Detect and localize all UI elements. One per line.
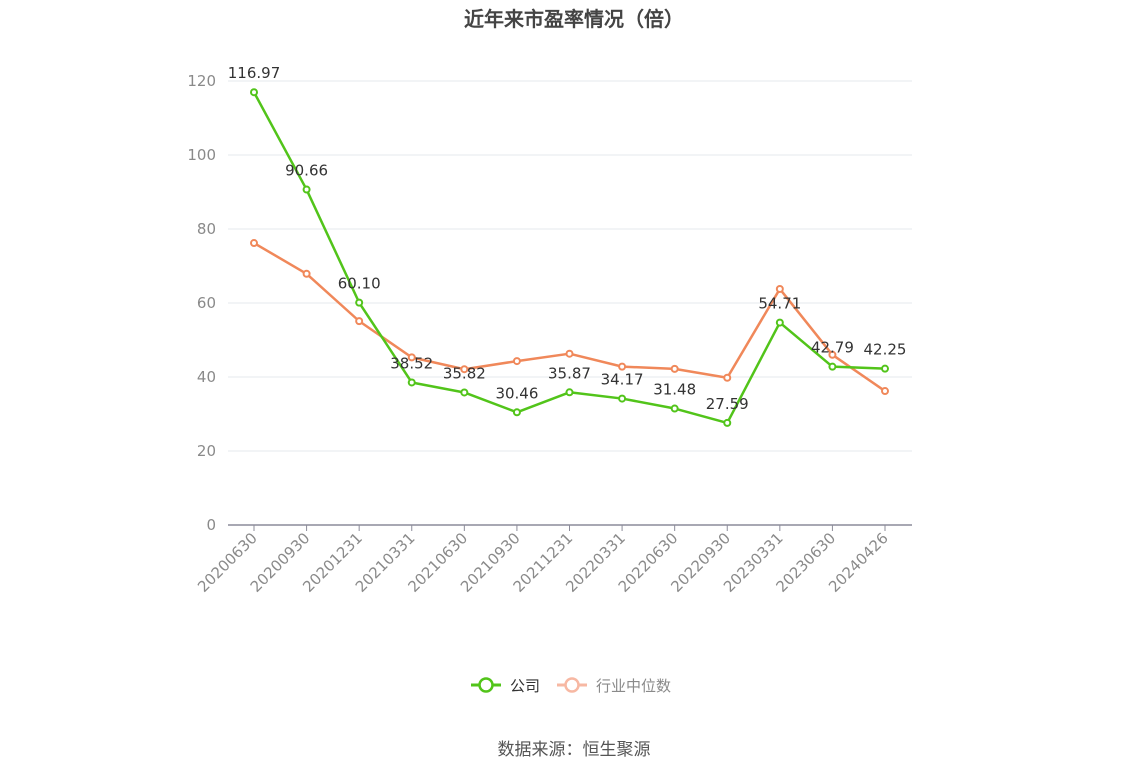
y-tick-label: 20 — [197, 442, 216, 460]
axes: 0204060801001202020063020200930202012312… — [187, 72, 912, 596]
data-point-0 — [723, 418, 732, 427]
y-tick-label: 100 — [187, 146, 216, 164]
data-point-0 — [828, 362, 837, 371]
y-tick-label: 0 — [206, 516, 216, 534]
data-label: 54.71 — [758, 295, 801, 313]
data-point-1 — [460, 365, 469, 374]
data-point-1 — [828, 350, 837, 359]
data-point-1 — [881, 387, 889, 396]
data-label: 30.46 — [495, 384, 538, 402]
data-label: 27.59 — [706, 395, 749, 413]
data-point-1 — [250, 239, 258, 248]
data-label: 31.48 — [653, 381, 696, 399]
data-point-0 — [670, 404, 679, 413]
data-point-1 — [355, 317, 364, 326]
legend-label: 公司 — [510, 677, 540, 695]
data-point-1 — [302, 269, 311, 278]
legend-marker — [478, 677, 494, 693]
data-labels: 116.97 90.66 60.10 38.52 35.82 30.46 35.87 34.1… — [228, 64, 907, 413]
y-tick-label: 60 — [197, 294, 216, 312]
chart-title: 近年来市盈率情况（倍） — [464, 7, 684, 31]
y-tick-label: 80 — [197, 220, 216, 238]
data-point-1 — [565, 349, 574, 358]
data-point-1 — [670, 364, 679, 373]
data-point-0 — [407, 378, 416, 387]
legend-marker — [564, 677, 580, 693]
source-note: 数据来源：恒生聚源 — [498, 740, 651, 760]
data-label: 34.17 — [601, 371, 644, 389]
data-point-0 — [618, 394, 627, 403]
y-tick-label: 120 — [187, 72, 216, 90]
data-point-0 — [565, 388, 574, 397]
legend[interactable]: 公司 行业中位数 — [471, 677, 671, 695]
data-points — [250, 88, 889, 427]
data-point-0 — [355, 298, 364, 307]
data-label: 38.52 — [390, 354, 433, 372]
data-point-0 — [250, 88, 258, 97]
legend-label: 行业中位数 — [596, 677, 671, 695]
legend-item-0[interactable]: 公司 — [471, 677, 540, 695]
data-point-1 — [618, 362, 627, 371]
data-point-1 — [512, 357, 521, 366]
data-point-0 — [775, 318, 784, 327]
grid — [228, 80, 912, 452]
data-label: 116.97 — [228, 64, 281, 82]
legend-item-1[interactable]: 行业中位数 — [557, 677, 671, 695]
data-point-0 — [512, 408, 521, 417]
data-point-1 — [723, 373, 732, 382]
data-point-0 — [302, 185, 311, 194]
data-label: 42.25 — [864, 341, 907, 359]
data-point-0 — [881, 364, 889, 373]
data-point-1 — [407, 353, 416, 362]
data-point-1 — [775, 284, 784, 293]
data-label: 42.79 — [811, 339, 854, 357]
data-label: 35.82 — [443, 364, 486, 382]
data-label: 35.87 — [548, 364, 591, 382]
data-point-0 — [460, 388, 469, 397]
y-tick-label: 40 — [197, 368, 216, 386]
data-label: 60.10 — [338, 275, 381, 293]
data-label: 90.66 — [285, 162, 328, 180]
